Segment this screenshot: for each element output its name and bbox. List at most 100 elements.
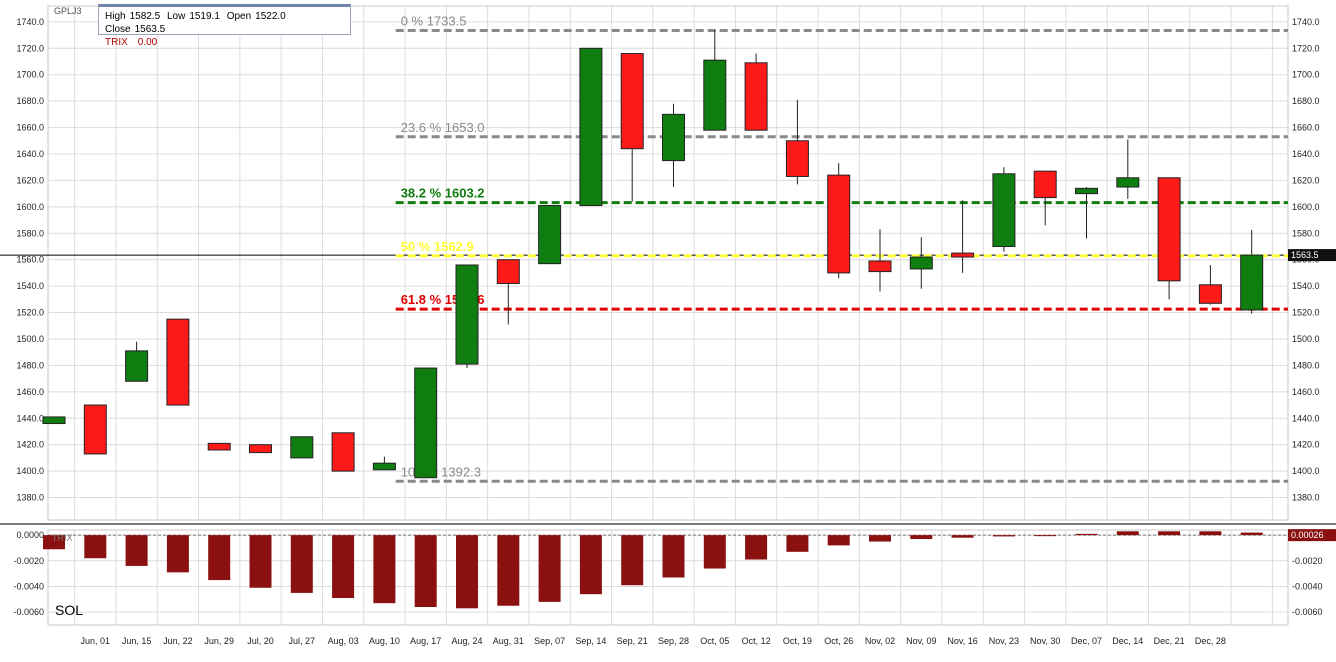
trix-bar (497, 535, 520, 606)
trix-bar (662, 535, 685, 578)
open-value: 1522.0 (255, 11, 286, 22)
x-tick-label: Nov, 09 (906, 636, 936, 646)
candle-down (868, 260, 892, 273)
y-tick-label-right: 1580.0 (1292, 228, 1320, 238)
y-tick-label-left: 1620.0 (16, 175, 44, 185)
y-tick-label-left: 1420.0 (16, 440, 44, 450)
x-tick-label: Jun, 22 (163, 636, 193, 646)
candle-up (703, 59, 727, 131)
y-tick-label-right: 1500.0 (1292, 334, 1320, 344)
candle-up (579, 47, 603, 207)
x-tick-label: Jul, 20 (247, 636, 274, 646)
trix-bar (1158, 531, 1181, 536)
sol-label: SOL (55, 602, 83, 618)
candle-up (1116, 177, 1140, 188)
x-tick-label: Aug, 10 (369, 636, 400, 646)
y-tick-label-right: 1420.0 (1292, 440, 1320, 450)
trix-bar (208, 535, 231, 581)
trix-bars (43, 531, 1288, 609)
y-tick-label-left: 1600.0 (16, 202, 44, 212)
candle-down (744, 62, 768, 131)
low-label: Low (166, 11, 186, 22)
candle-up (290, 436, 314, 459)
trix-bar (745, 535, 768, 560)
candle-up (372, 462, 396, 471)
candle-down (207, 442, 231, 451)
candle-down (951, 252, 975, 258)
x-tick-label: Aug, 17 (410, 636, 441, 646)
x-tick-label: Nov, 23 (989, 636, 1019, 646)
ohlc-info-box: High 1582.5 Low 1519.1 Open 1522.0 Close 156… (98, 4, 351, 48)
y-tick-label-right: 1720.0 (1292, 43, 1320, 53)
candle-down (620, 53, 644, 150)
last-price-tag (1288, 249, 1336, 262)
trix-bar (290, 535, 313, 593)
trix-bar (373, 535, 396, 604)
candle-down (1033, 170, 1057, 199)
y-tick-label-left: 1460.0 (16, 387, 44, 397)
open-label: Open (226, 11, 252, 22)
axes: 1380.0 1380.0 1400.0 1400.0 1420.0 1420.0 1440… (13, 17, 1336, 646)
y-tick-label-right: 1660.0 (1292, 123, 1320, 133)
x-tick-label: Nov, 16 (947, 636, 977, 646)
candle-down (827, 174, 851, 274)
trix-bar (249, 535, 272, 588)
y-tick-label-right: 1620.0 (1292, 175, 1320, 185)
trix-bar (84, 535, 107, 559)
trix-bar (414, 535, 437, 608)
candle-down (331, 432, 355, 472)
x-tick-label: Aug, 24 (451, 636, 482, 646)
y-tick-label-left: 1680.0 (16, 96, 44, 106)
x-tick-label: Jun, 01 (81, 636, 111, 646)
y-tick-label-right: 1440.0 (1292, 413, 1320, 423)
fib-level-label: 0 % 1733.5 (401, 13, 467, 28)
x-tick-label: Sep, 28 (658, 636, 689, 646)
trix-y-tick-right: -0.0060 (1292, 607, 1323, 617)
y-tick-label-left: 1380.0 (16, 493, 44, 503)
trix-bar (456, 535, 478, 609)
y-tick-label-right: 1600.0 (1292, 202, 1320, 212)
candle-down (785, 140, 809, 177)
trix-bar (332, 535, 355, 599)
candle-up (455, 264, 479, 365)
y-tick-label-right: 1680.0 (1292, 96, 1320, 106)
trix-bar (827, 535, 850, 546)
candle-up (909, 256, 933, 270)
x-tick-label: Jun, 29 (204, 636, 234, 646)
x-tick-label: Sep, 21 (617, 636, 648, 646)
trix-bar (579, 535, 602, 595)
y-tick-label-right: 1380.0 (1292, 493, 1320, 503)
x-tick-label: Nov, 30 (1030, 636, 1060, 646)
trix-y-tick-left: -0.0040 (13, 581, 44, 591)
y-tick-label-right: 1740.0 (1292, 17, 1320, 27)
trix-panel-frame (47, 529, 1289, 626)
main-panel-frame (47, 5, 1289, 521)
trix-bar (166, 535, 189, 573)
candle-up (1075, 187, 1098, 195)
y-tick-label-left: 1480.0 (16, 360, 44, 370)
x-tick-label: Jun, 15 (122, 636, 152, 646)
x-tick-label: Oct, 05 (700, 636, 729, 646)
y-tick-label-right: 1540.0 (1292, 281, 1320, 291)
low-value: 1519.1 (189, 11, 220, 22)
trix-bar (1075, 533, 1098, 536)
y-tick-label-right: 1640.0 (1292, 149, 1320, 159)
fib-level-label: 50 % 1562.9 (401, 239, 474, 254)
y-tick-label-left: 1640.0 (16, 149, 44, 159)
candle-down (249, 444, 272, 454)
y-tick-label-left: 1700.0 (16, 70, 44, 80)
candle-up (992, 173, 1016, 247)
close-label: Close (105, 24, 131, 35)
trix-y-tick-left: -0.0020 (13, 556, 44, 566)
trix-value: 0.00 (137, 37, 158, 48)
trix-bar (125, 535, 148, 566)
x-tick-label: Sep, 07 (534, 636, 565, 646)
trix-bar (43, 535, 65, 550)
x-tick-label: Dec, 28 (1195, 636, 1226, 646)
trix-bar (869, 535, 891, 542)
candle-down (1198, 284, 1222, 304)
x-tick-label: Jul, 27 (289, 636, 316, 646)
candle-down (166, 318, 190, 406)
x-tick-label: Nov, 02 (865, 636, 895, 646)
trix-label: TRIX (105, 37, 128, 48)
